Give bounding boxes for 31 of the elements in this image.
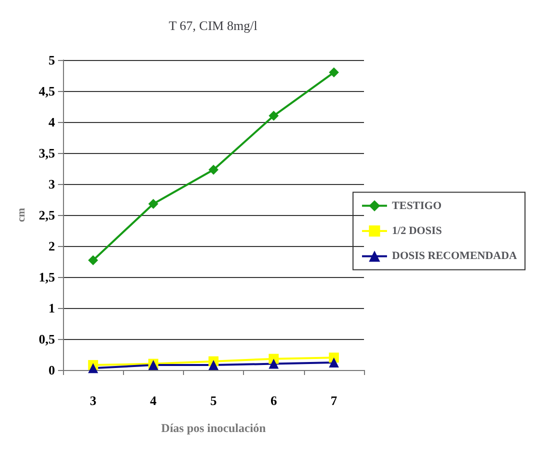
point xyxy=(328,358,339,368)
point xyxy=(268,358,279,369)
point xyxy=(88,363,98,374)
y-tick-label: 5 xyxy=(48,52,56,68)
legend-label: TESTIGO xyxy=(392,200,442,212)
x-tick-label: 6 xyxy=(270,393,278,408)
point xyxy=(208,164,218,175)
point xyxy=(268,110,279,121)
y-tick-label: 2,5 xyxy=(38,208,56,222)
y-tick-label: 4 xyxy=(48,114,56,130)
point xyxy=(88,255,98,266)
x-tick-label: 3 xyxy=(90,393,97,408)
x-tick-label: 7 xyxy=(330,393,338,408)
point xyxy=(208,360,218,370)
x-tick-label: 4 xyxy=(150,393,158,408)
y-tick-label: 2 xyxy=(48,238,55,254)
y-tick-label: 0,5 xyxy=(38,332,56,346)
x-tick-label: 5 xyxy=(210,393,218,408)
x-axis-title: Días pos inoculación xyxy=(161,421,266,435)
y-tick-label: 3,5 xyxy=(38,146,56,160)
chart-title: T 67, CIM 8mg/l xyxy=(168,18,258,33)
y-tick-label: 4,5 xyxy=(38,84,56,98)
legend-label: 1/2 DOSIS xyxy=(392,225,442,237)
y-tick-label: 1 xyxy=(48,300,55,316)
legend-label: DOSIS RECOMENDADA xyxy=(392,250,518,262)
y-tick-label: 1,5 xyxy=(38,270,56,284)
y-tick-label: 0 xyxy=(48,362,55,378)
point xyxy=(328,67,339,78)
y-axis-title: cm xyxy=(16,208,28,222)
y-tick-label: 3 xyxy=(48,176,56,192)
point xyxy=(148,198,158,209)
